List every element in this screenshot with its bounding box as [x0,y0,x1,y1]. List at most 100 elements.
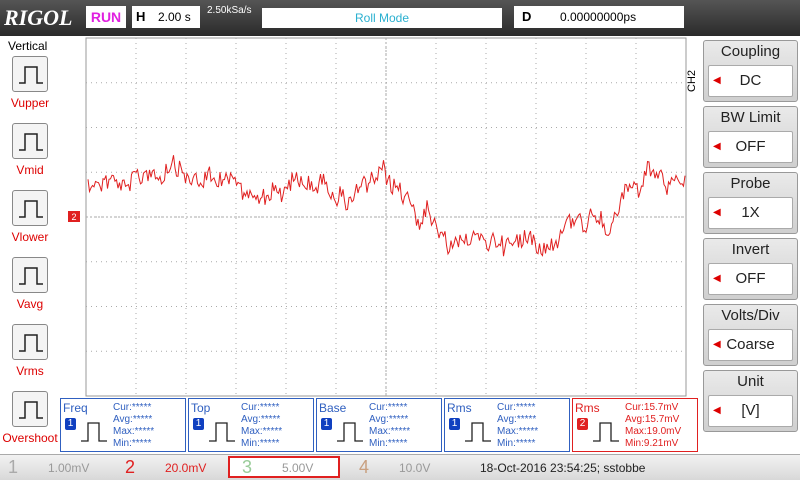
arrow: ◀ [713,339,721,350]
menu-item: Vlower [11,230,49,244]
measurement-box[interactable]: Freq 1 Cur:***** Avg:***** Max:***** Min:****… [60,398,186,452]
delay-box[interactable]: D 0.00000000ps [514,6,684,28]
menu-item: Vrms [16,364,44,378]
channel-scale[interactable]: 5.00V [282,461,314,475]
icon-glyph [337,422,363,442]
menu-item: Overshoot [2,431,58,445]
menu-icon[interactable] [12,123,48,159]
button-value: Coarse ◀ [708,329,793,361]
button-label: BW Limit [720,109,781,126]
measure-icon [79,417,109,450]
channel-badge: 1 [193,418,204,430]
measurement-line: Max:***** [369,426,411,437]
menu-icon[interactable] [12,324,48,360]
measurement-box[interactable]: Top 1 Cur:***** Avg:***** Max:***** Min:***** [188,398,314,452]
channel-scale[interactable]: 20.0mV [165,461,207,475]
channel-number[interactable]: 3 [242,457,253,477]
channel-number[interactable]: 1 [8,457,19,477]
menu-button[interactable]: BW Limit OFF ◀ [703,106,798,168]
measurement-box[interactable]: Rms 2 Cur:15.7mV Avg:15.7mV Max:19.0mV Min:9.… [572,398,698,452]
delay-label: D [522,9,532,24]
measurement-line: Avg:***** [369,414,409,425]
measurement-line: Min:***** [497,438,536,449]
arrow: ◀ [713,207,721,218]
menu-icon[interactable] [12,391,48,427]
measurement-line: Min:9.21mV [625,438,679,449]
delay: 0.00000000ps [560,10,637,24]
active-channel-box [228,456,340,478]
icon-glyph [209,422,235,442]
measurement-line: Cur:***** [241,402,280,413]
measurement-line: Min:***** [369,438,408,449]
measurement-box[interactable]: Base 1 Cur:***** Avg:***** Max:***** Min:****… [316,398,442,452]
measurement-line: Max:***** [497,426,539,437]
measurement-name: Top [191,401,211,415]
menu-button[interactable]: Coupling DC ◀ [703,40,798,102]
measurement-name: Rms [575,401,600,415]
icon-glyph [19,66,43,84]
measurement-name: Freq [63,401,88,415]
timestamp: 18-Oct-2016 23:54:25; sstobbe [480,461,646,475]
brand: RIGOL [4,5,73,30]
icon-glyph [19,334,43,352]
measure-icon [591,417,621,450]
menu-button[interactable]: Unit [V] ◀ [703,370,798,432]
measurement-line: Avg:***** [497,414,537,425]
measure-icon [207,417,237,450]
measurement-name: Base [319,401,347,415]
measurement-line: Avg:***** [241,414,281,425]
measurement-line: Max:***** [241,426,283,437]
measurement-line: Cur:***** [497,402,536,413]
channel-number[interactable]: 4 [359,457,370,477]
measurement-box[interactable]: Rms 1 Cur:***** Avg:***** Max:***** Min:***** [444,398,570,452]
measurement-line: Min:***** [241,438,280,449]
channel-badge: 1 [65,418,76,430]
button-value: OFF ◀ [708,263,793,295]
menu-title: Vertical [8,39,48,53]
icon-glyph [19,401,43,419]
channel-label: CH2 [686,69,698,92]
button-value: 1X ◀ [708,197,793,229]
menu-item: Vmid [16,163,44,177]
waveform-trace [87,155,686,257]
timebase: 2.00 s [158,10,191,24]
button-label: Invert [731,241,770,258]
button-label: Probe [730,175,771,192]
run-status[interactable]: RUN [86,6,126,28]
channel-marker: 2 [71,212,76,222]
icon-glyph [465,422,491,442]
icon-glyph [19,133,43,151]
channel-number[interactable]: 2 [125,457,136,477]
menu-icon[interactable] [12,56,48,92]
measurement-line: Avg:15.7mV [625,414,680,425]
measurement-line: Cur:15.7mV [625,402,679,413]
icon-glyph [593,422,619,442]
button-label: Coupling [720,43,781,60]
measurement-name: Rms [447,401,472,415]
menu-button[interactable]: Probe 1X ◀ [703,172,798,234]
channel-scale[interactable]: 10.0V [399,461,431,475]
icon-glyph [19,267,43,285]
menu-button[interactable]: Invert OFF ◀ [703,238,798,300]
menu-icon[interactable] [12,257,48,293]
measure-icon [463,417,493,450]
arrow: ◀ [713,141,721,152]
button-value: [V] ◀ [708,395,793,427]
menu-icon[interactable] [12,190,48,226]
measure-icon [335,417,365,450]
menu-button[interactable]: Volts/Div Coarse ◀ [703,304,798,366]
channel-badge: 2 [577,418,588,430]
arrow: ◀ [713,273,721,284]
arrow: ◀ [713,405,721,416]
button-label: Unit [737,373,764,390]
measurement-line: Max:***** [113,426,155,437]
timebase-box[interactable]: H 2.00 s [132,6,200,28]
measurement-line: Cur:***** [369,402,408,413]
channel-scale[interactable]: 1.00mV [48,461,90,475]
mode: Roll Mode [262,8,502,28]
measurement-line: Min:***** [113,438,152,449]
icon-glyph [81,422,107,442]
menu-item: Vavg [16,297,44,311]
